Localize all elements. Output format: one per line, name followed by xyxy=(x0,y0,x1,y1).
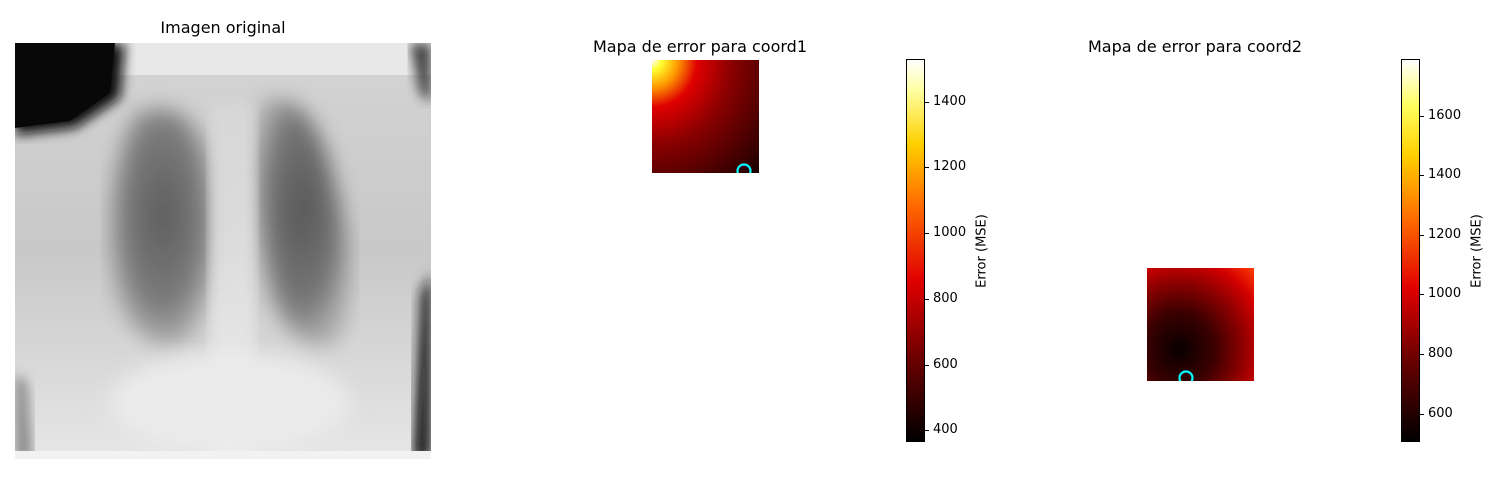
error-map-coord2-marker xyxy=(1178,370,1194,381)
colorbar-tick-label: 800 xyxy=(933,291,958,306)
colorbar-tick-label: 1000 xyxy=(1428,286,1462,301)
error-map-coord1-marker xyxy=(736,163,752,173)
colorbar-tick-label: 800 xyxy=(1428,346,1453,361)
error-map-coord2-heatmap xyxy=(1147,268,1254,381)
colorbar-tick-label: 1400 xyxy=(933,94,967,109)
colorbar-tick-label: 600 xyxy=(933,357,958,372)
colorbar-tick-label: 600 xyxy=(1428,406,1453,421)
error-map-coord2-title: Mapa de error para coord2 xyxy=(1088,37,1302,56)
colorbar-tick-label: 1400 xyxy=(1428,167,1462,182)
colorbar-tick-mark xyxy=(925,365,929,366)
error-map-coord2-colorbar-label: Error (MSE) xyxy=(1469,214,1485,288)
colorbar-tick-mark xyxy=(1420,294,1424,295)
colorbar-tick-label: 1000 xyxy=(933,225,967,240)
colorbar-tick-mark xyxy=(1420,414,1424,415)
colorbar-tick-mark xyxy=(925,233,929,234)
colorbar-tick-label: 1200 xyxy=(1428,227,1462,242)
colorbar-tick-mark xyxy=(925,299,929,300)
colorbar-tick-mark xyxy=(1420,354,1424,355)
error-map-coord1-colorbar-label: Error (MSE) xyxy=(974,214,990,288)
error-map-coord1-svg xyxy=(652,60,759,173)
colorbar-tick-label: 1600 xyxy=(1428,108,1462,123)
colorbar-tick-mark xyxy=(925,167,929,168)
error-map-coord2-colorbar xyxy=(1401,59,1420,442)
colorbar-tick-label: 400 xyxy=(933,422,958,437)
colorbar-tick-label: 1200 xyxy=(933,159,967,174)
colorbar-tick-mark xyxy=(1420,235,1424,236)
colorbar-tick-mark xyxy=(925,102,929,103)
error-map-coord1-title: Mapa de error para coord1 xyxy=(593,37,807,56)
xray-image xyxy=(15,43,431,459)
error-map-coord1-heatmap xyxy=(652,60,759,173)
error-map-coord2-svg xyxy=(1147,268,1254,381)
colorbar-tick-mark xyxy=(925,430,929,431)
error-map-coord1-colorbar xyxy=(906,59,925,442)
colorbar-tick-mark xyxy=(1420,175,1424,176)
colorbar-tick-mark xyxy=(1420,116,1424,117)
original-image-title: Imagen original xyxy=(160,18,286,37)
